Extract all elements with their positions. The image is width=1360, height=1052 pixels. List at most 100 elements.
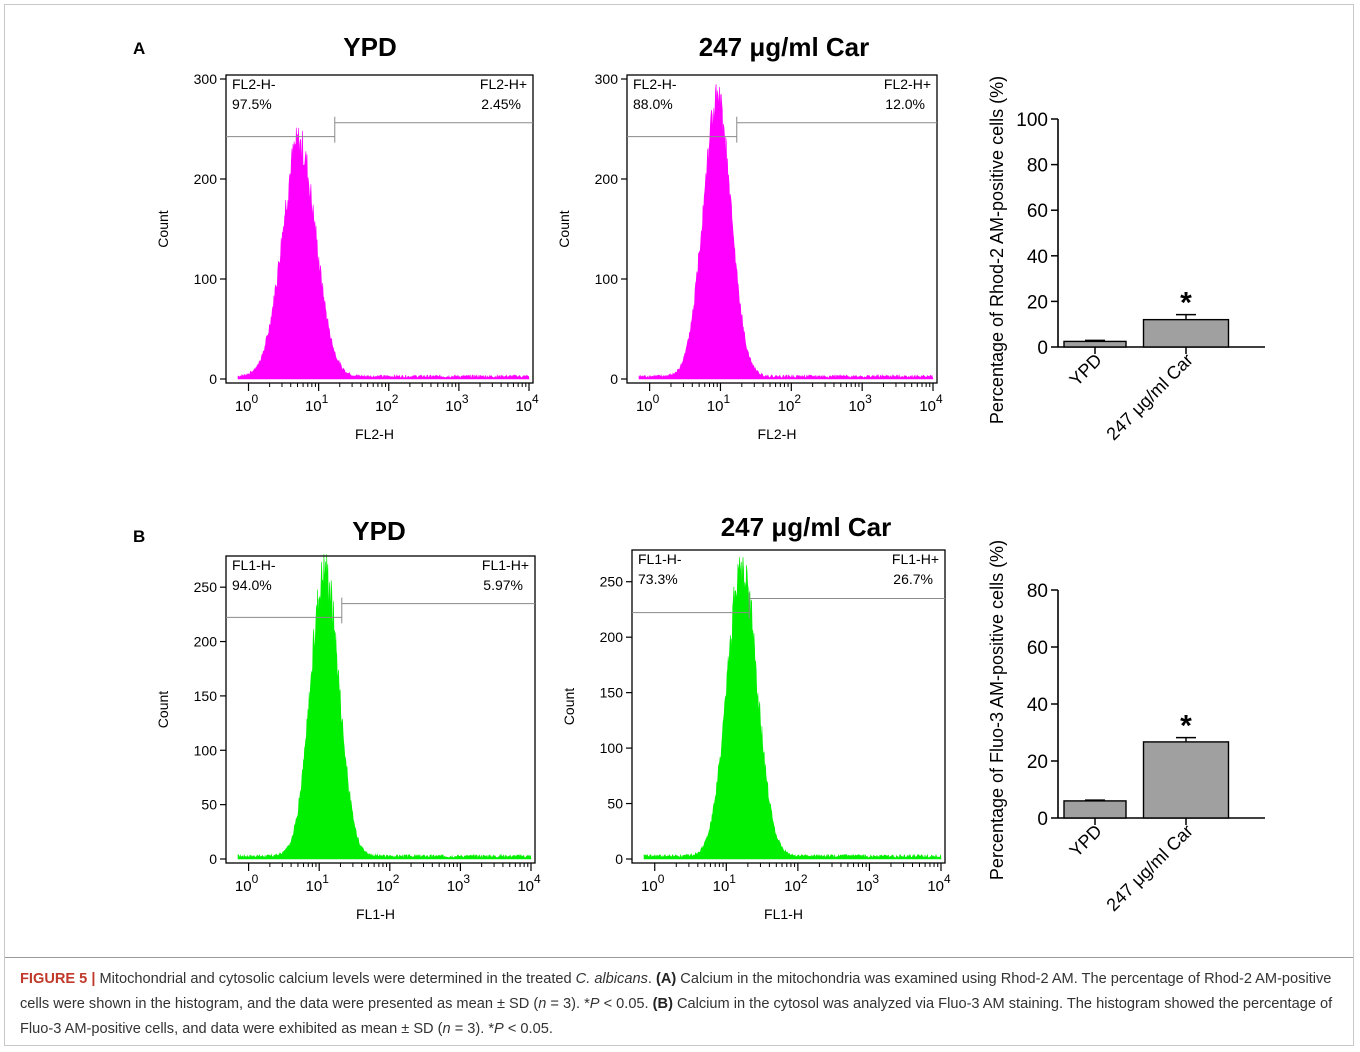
y-tick-label: 100 (194, 742, 218, 758)
x-tick-exponent: 3 (872, 872, 879, 886)
x-tick-base: 10 (517, 878, 534, 895)
histogram-frame (225, 74, 534, 384)
x-tick-base: 10 (305, 398, 322, 415)
x-tick-label: 102 (778, 392, 802, 415)
x-tick-label: 104 (927, 872, 951, 895)
x-tick-exponent: 4 (944, 872, 951, 886)
bar-y-tick-label: 80 (1027, 156, 1048, 177)
gate-positive-name: FL2-H+ (480, 76, 527, 92)
gate-negative-percent: 73.3% (638, 571, 678, 587)
x-tick-base: 10 (856, 878, 873, 895)
figure-frame (4, 4, 1354, 1046)
x-tick-exponent: 2 (801, 872, 808, 886)
caption-text-1-end: . (647, 971, 656, 987)
x-tick-label: 103 (848, 392, 872, 415)
x-tick-label: 104 (515, 392, 539, 415)
bar (1063, 340, 1127, 348)
histogram-frame (225, 555, 536, 864)
x-tick-label: 103 (447, 872, 471, 895)
x-tick-label: 104 (919, 392, 943, 415)
x-axis-label: FL1-H (764, 906, 803, 922)
x-tick-label: 103 (445, 392, 469, 415)
bar-y-tick-label: 40 (1027, 695, 1048, 716)
significance-star: * (1180, 710, 1192, 743)
bar-category-label: 247 μg/ml Car (1102, 350, 1196, 444)
y-axis-label: Count (561, 688, 577, 725)
histogram-title: 247 μg/ml Car (699, 32, 870, 62)
caption-tag-a: (A) (655, 971, 677, 987)
y-tick-label: 150 (194, 688, 218, 704)
bar-chart: 0 20 40 60 80 YPD * 247 μg/ml Car Percentage of … (987, 540, 1265, 915)
x-tick-exponent: 0 (658, 872, 665, 886)
gate-negative-name: FL2-H- (633, 76, 677, 92)
caption-label: FIGURE 5 | (20, 971, 96, 987)
x-tick-base: 10 (707, 398, 724, 415)
y-tick-label: 50 (607, 796, 623, 812)
histogram-title: 247 μg/ml Car (721, 512, 892, 542)
y-tick-label: 300 (194, 71, 218, 87)
x-tick-exponent: 0 (252, 392, 259, 406)
gate-negative-percent: 94.0% (232, 577, 272, 593)
bar (1142, 741, 1230, 819)
figure-caption: FIGURE 5 | Mitochondrial and cytosolic c… (20, 967, 1345, 1042)
x-tick-exponent: 0 (653, 392, 660, 406)
panel-letter: B (133, 527, 145, 546)
x-tick-label: 101 (306, 872, 330, 895)
histogram-frame (626, 74, 938, 384)
histogram-title: YPD (343, 32, 396, 62)
significance-star: * (1180, 287, 1192, 320)
gate-negative-name: FL1-H- (232, 557, 276, 573)
histogram-plot: YPDFL1-H-94.0%FL1-H+5.97%050100150200250… (155, 516, 541, 922)
bar-y-axis-label: Percentage of Rhod-2 AM-positive cells (… (987, 76, 1007, 424)
x-tick-label: 101 (713, 872, 737, 895)
gate-negative-name: FL2-H- (232, 76, 276, 92)
y-tick-label: 200 (194, 171, 218, 187)
histogram-title: YPD (352, 516, 405, 546)
y-tick-label: 0 (209, 371, 217, 387)
y-tick-label: 100 (600, 740, 624, 756)
gate-positive-percent: 2.45% (481, 96, 521, 112)
x-tick-label: 104 (517, 872, 541, 895)
x-tick-exponent: 3 (463, 872, 470, 886)
x-tick-base: 10 (376, 878, 393, 895)
bar-category-label: YPD (1066, 821, 1106, 861)
x-tick-exponent: 1 (322, 872, 329, 886)
caption-n-2: n (442, 1021, 451, 1037)
bar-y-tick-label: 0 (1037, 809, 1048, 830)
bar-y-tick-label: 60 (1027, 201, 1048, 222)
gate-positive-percent: 5.97% (483, 577, 523, 593)
histogram-fill (643, 557, 942, 860)
caption-text-1: Mitochondrial and cytosolic calcium leve… (95, 971, 576, 987)
bar-y-axis-label: Percentage of Fluo-3 AM-positive cells (… (987, 540, 1007, 880)
x-tick-base: 10 (306, 878, 323, 895)
gate-negative-name: FL1-H- (638, 551, 682, 567)
x-tick-exponent: 3 (462, 392, 469, 406)
x-tick-exponent: 4 (534, 872, 541, 886)
caption-p-1: P (589, 996, 600, 1012)
x-tick-base: 10 (447, 878, 464, 895)
bar-y-tick-label: 0 (1037, 338, 1048, 359)
y-tick-label: 200 (600, 629, 624, 645)
y-tick-label: 250 (194, 579, 218, 595)
gate-negative-percent: 97.5% (232, 96, 272, 112)
x-tick-label: 100 (641, 872, 665, 895)
x-tick-label: 103 (856, 872, 880, 895)
y-tick-label: 0 (610, 371, 618, 387)
histogram-plot: YPDFL2-H-97.5%FL2-H+2.45%0100200300Count… (155, 32, 539, 442)
bar-y-tick-label: 60 (1027, 638, 1048, 659)
y-tick-label: 0 (209, 851, 217, 867)
y-tick-label: 250 (600, 574, 624, 590)
x-tick-label: 101 (305, 392, 329, 415)
y-axis-label: Count (155, 691, 171, 728)
x-tick-exponent: 1 (723, 392, 730, 406)
histogram-fill (237, 127, 530, 380)
caption-p-2: P (494, 1021, 504, 1037)
caption-text-5: Calcium in the cytosol was analyzed via … (20, 996, 1333, 1037)
x-tick-exponent: 4 (532, 392, 539, 406)
x-tick-label: 101 (707, 392, 731, 415)
caption-text-2: Calcium in the mitochondria was examined… (20, 971, 1332, 1012)
x-tick-exponent: 1 (729, 872, 736, 886)
x-axis-label: FL1-H (356, 906, 395, 922)
x-tick-base: 10 (919, 398, 936, 415)
x-tick-exponent: 2 (393, 872, 400, 886)
